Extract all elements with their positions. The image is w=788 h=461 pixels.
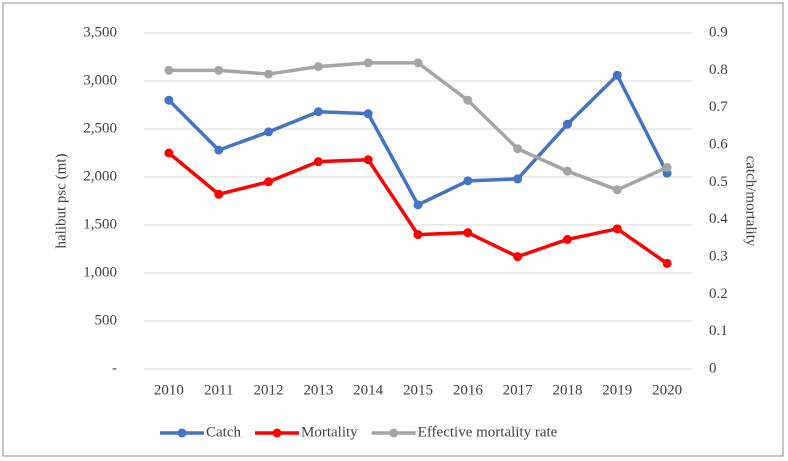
point: [662, 162, 672, 172]
x-tick-label: 2019: [602, 382, 632, 398]
point: [313, 157, 323, 167]
y2-tick-label: 0.1: [709, 323, 728, 339]
point: [264, 127, 274, 137]
x-tick-label: 2018: [552, 382, 582, 398]
point: [463, 95, 473, 105]
y2-tick-label: 0.6: [709, 136, 728, 152]
point: [562, 119, 572, 129]
x-tick-label: 2011: [204, 382, 233, 398]
chart-border: [2, 2, 784, 457]
legend-marker: [389, 428, 399, 438]
point: [363, 109, 373, 119]
point: [413, 230, 423, 240]
y-tick-label: 1,500: [83, 216, 117, 232]
y2-tick-label: 0: [709, 360, 717, 376]
point: [612, 224, 622, 234]
x-tick-label: 2017: [503, 382, 534, 398]
point: [562, 234, 572, 244]
x-tick-label: 2013: [303, 382, 333, 398]
point: [214, 189, 224, 199]
legend-marker: [272, 428, 282, 438]
x-tick-label: 2012: [254, 382, 284, 398]
y-tick-label: 3,500: [83, 24, 117, 40]
y2-tick-label: 0.8: [709, 62, 728, 78]
point: [214, 65, 224, 75]
y-tick-label: -: [112, 360, 117, 376]
y2-axis-label: catch/mortality: [743, 156, 759, 247]
point: [662, 258, 672, 268]
legend-label: Catch: [206, 424, 241, 440]
point: [164, 95, 174, 105]
point: [164, 65, 174, 75]
point: [513, 174, 523, 184]
point: [463, 228, 473, 238]
point: [363, 58, 373, 68]
y2-tick-label: 0.5: [709, 174, 728, 190]
point: [463, 176, 473, 186]
point: [413, 58, 423, 68]
y-tick-label: 500: [95, 312, 118, 328]
x-tick-label: 2014: [353, 382, 384, 398]
point: [164, 148, 174, 158]
y2-tick-label: 0.4: [709, 211, 728, 227]
legend-label: Mortality: [301, 424, 358, 440]
legend-label: Effective mortality rate: [418, 424, 558, 440]
y-tick-label: 2,000: [83, 168, 117, 184]
y2-tick-label: 0.3: [709, 248, 728, 264]
y2-tick-label: 0.2: [709, 286, 728, 302]
y-tick-label: 3,000: [83, 72, 117, 88]
point: [513, 144, 523, 154]
point: [313, 62, 323, 72]
point: [264, 177, 274, 187]
legend-marker: [177, 428, 187, 438]
y-tick-label: 1,000: [83, 264, 117, 280]
y-tick-label: 2,500: [83, 120, 117, 136]
point: [413, 200, 423, 210]
point: [363, 155, 373, 165]
y2-tick-label: 0.9: [709, 24, 728, 40]
point: [562, 166, 572, 176]
point: [264, 69, 274, 79]
point: [612, 185, 622, 195]
x-tick-label: 2015: [403, 382, 433, 398]
y2-tick-label: 0.7: [709, 99, 728, 115]
point: [214, 145, 224, 155]
point: [313, 107, 323, 117]
x-tick-label: 2016: [453, 382, 484, 398]
y-axis-label: halibut psc (mt): [53, 154, 69, 249]
x-tick-label: 2010: [154, 382, 184, 398]
point: [513, 252, 523, 262]
point: [612, 70, 622, 80]
x-tick-label: 2020: [652, 382, 682, 398]
